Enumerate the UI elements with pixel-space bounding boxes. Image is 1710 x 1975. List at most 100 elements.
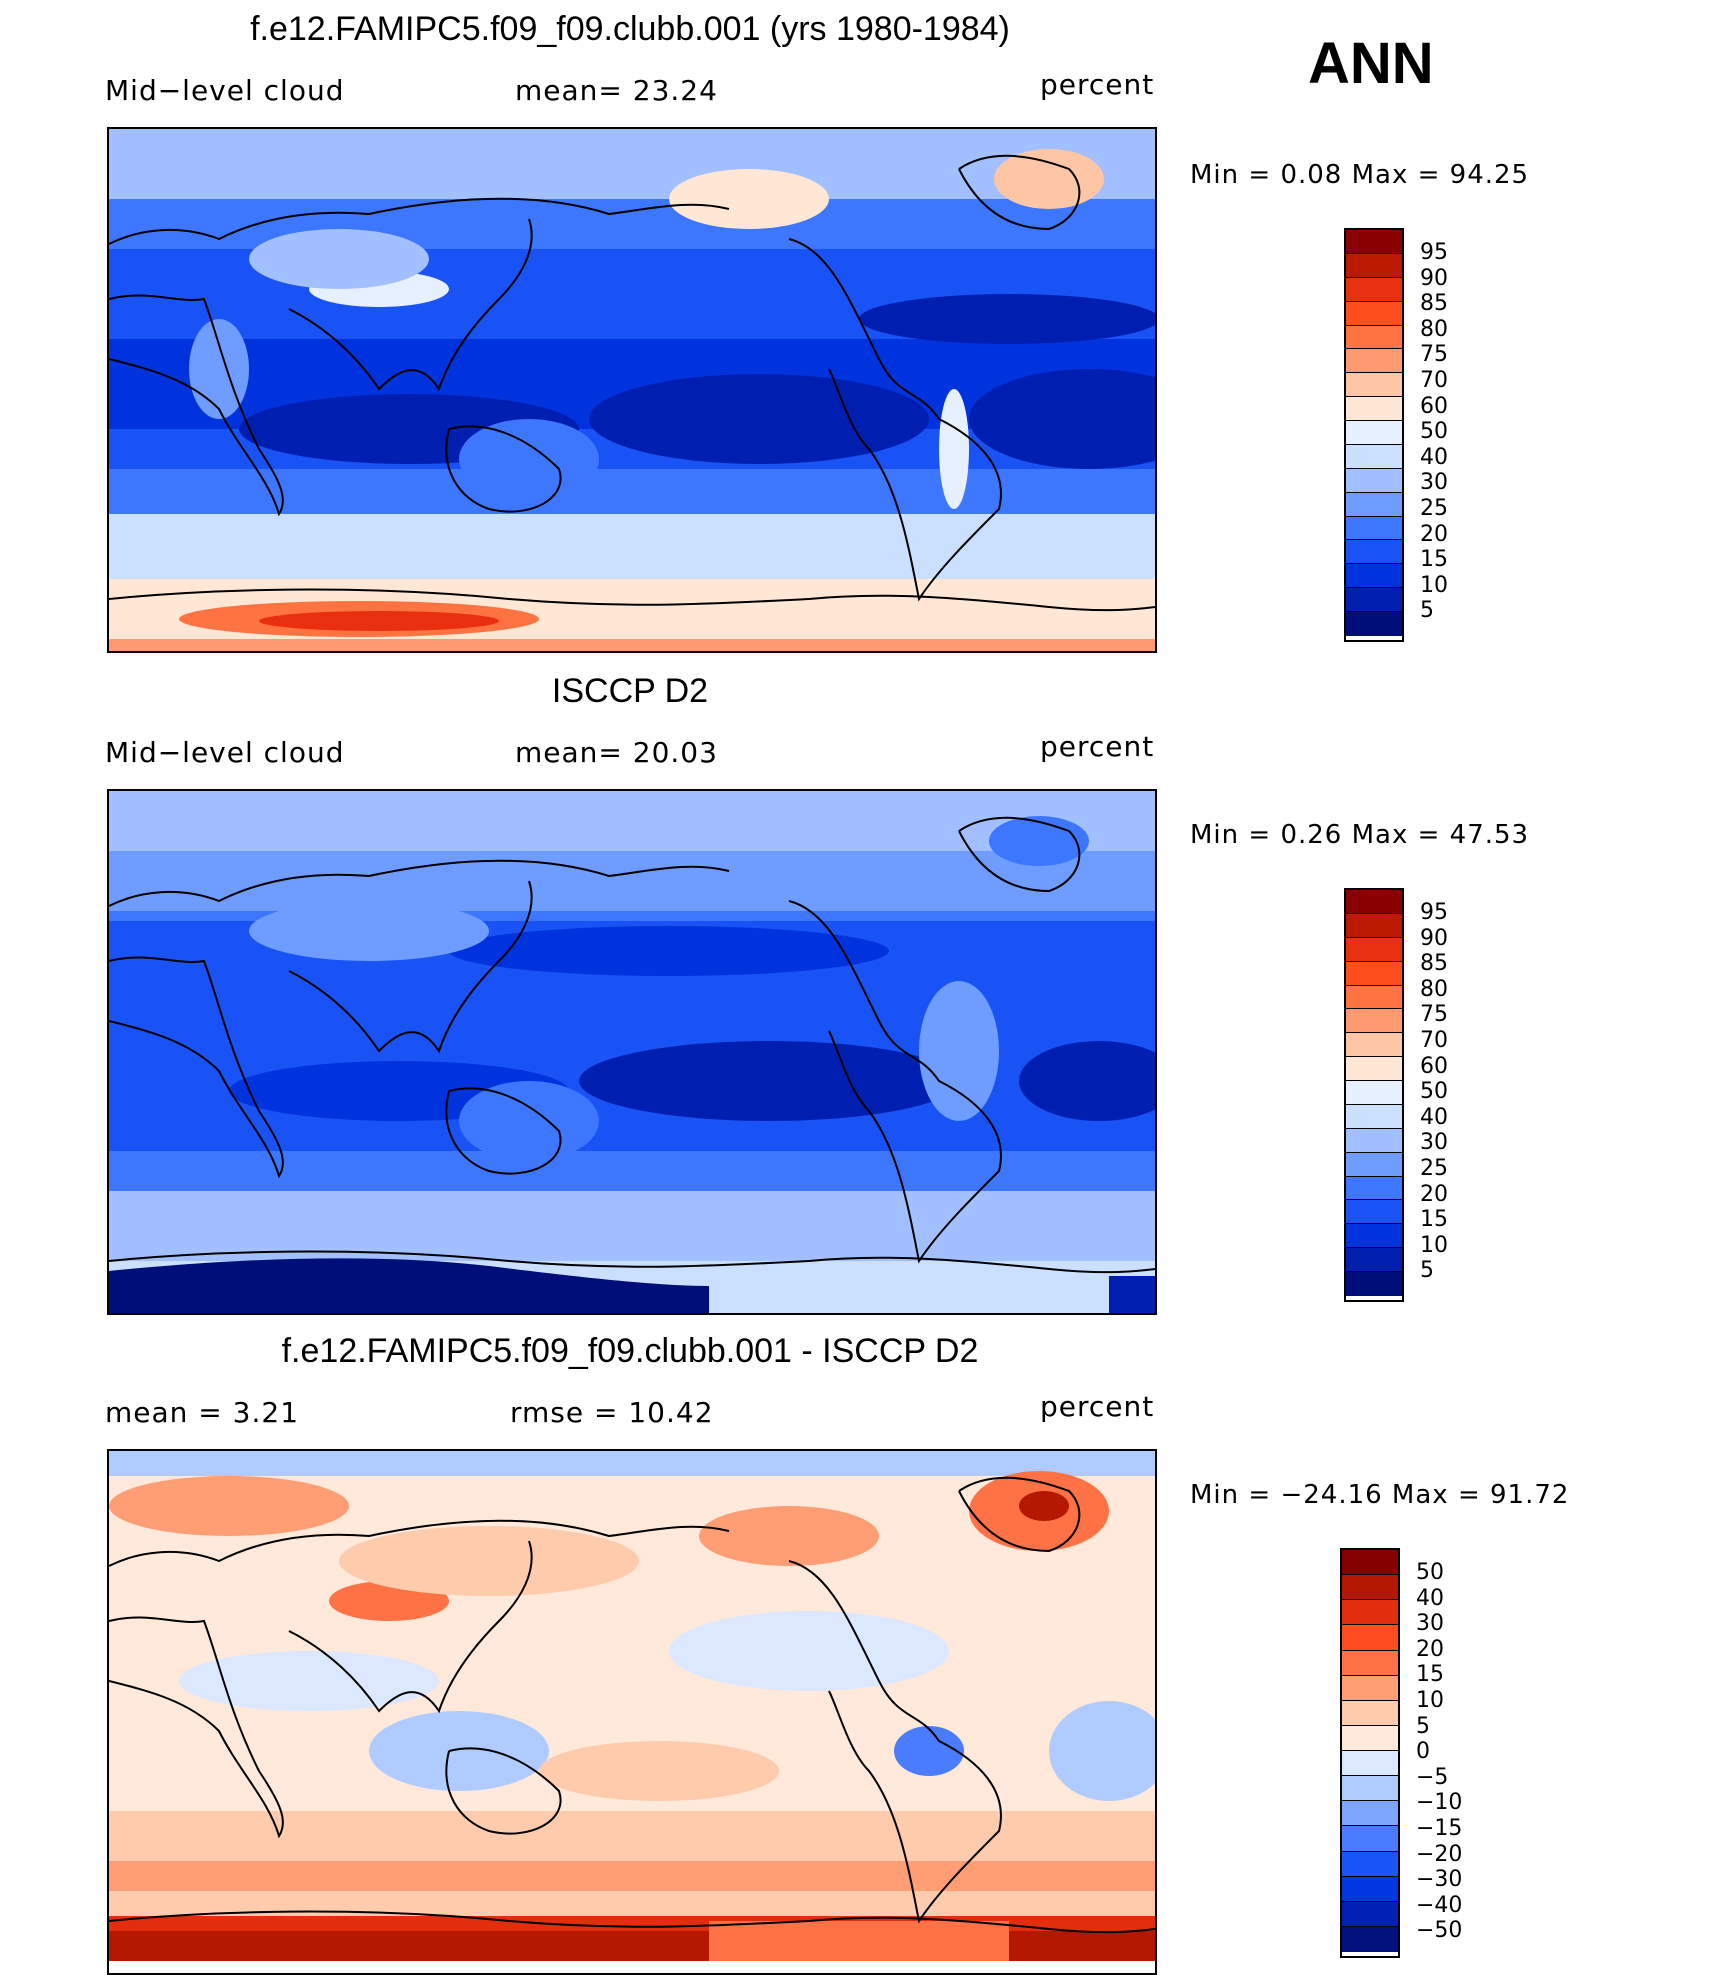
panel1-title: f.e12.FAMIPC5.f09_f09.clubb.001 (yrs 198… [250, 10, 1010, 48]
panel2-units-label: percent [1040, 730, 1155, 763]
colorbar-swatch [1346, 1081, 1402, 1105]
colorbar-swatch [1346, 1152, 1402, 1177]
colorbar-swatch [1346, 1224, 1402, 1249]
colorbar-tick-label: −50 [1416, 1918, 1463, 1944]
colorbar-swatch [1346, 1248, 1402, 1272]
colorbar-tick-label: 75 [1420, 1002, 1448, 1028]
colorbar-swatch [1346, 961, 1402, 986]
colorbar-swatch [1342, 1650, 1398, 1676]
colorbar-tick-label: 0 [1416, 1739, 1430, 1765]
colorbar-tick-label: 50 [1416, 1560, 1444, 1585]
colorbar-tick-label: 30 [1420, 470, 1448, 496]
colorbar-tick-label: 60 [1420, 1053, 1448, 1079]
panel3-minmax-label: Min = −24.16 Max = 91.72 [1190, 1480, 1570, 1510]
colorbar-swatch [1346, 985, 1402, 1010]
colorbar-tick-label: 85 [1420, 291, 1448, 317]
colorbar-swatch [1346, 421, 1402, 445]
colorbar-tick-label: 50 [1420, 419, 1448, 445]
colorbar-swatch [1346, 1128, 1402, 1153]
colorbar-swatch [1342, 1725, 1398, 1751]
colorbar-swatch [1342, 1876, 1398, 1902]
colorbar-tick-label: 25 [1420, 496, 1448, 521]
colorbar-tick-label: −5 [1416, 1764, 1449, 1790]
colorbar-swatch [1346, 349, 1402, 374]
colorbar-swatch [1342, 1776, 1398, 1802]
colorbar-swatch [1346, 588, 1402, 612]
colorbar-swatch [1346, 325, 1402, 350]
colorbar-swatch [1346, 1176, 1402, 1201]
colorbar-swatch [1342, 1901, 1398, 1927]
colorbar-swatch [1342, 1550, 1398, 1576]
panel2-minmax-label: Min = 0.26 Max = 47.53 [1190, 820, 1530, 850]
colorbar-swatch [1346, 230, 1402, 254]
panel2-variable-label: Mid−level cloud [105, 736, 345, 769]
colorbar-swatch [1346, 612, 1402, 636]
panel2-map [107, 789, 1157, 1315]
panel3-title: f.e12.FAMIPC5.f09_f09.clubb.001 - ISCCP … [281, 1332, 979, 1370]
colorbar-swatch [1346, 492, 1402, 517]
panel3-rmse-label: rmse = 10.42 [510, 1396, 714, 1429]
colorbar-swatch [1342, 1751, 1398, 1777]
colorbar-swatch [1346, 397, 1402, 421]
panel1-map [107, 127, 1157, 653]
colorbar-tick-label: −15 [1416, 1816, 1463, 1841]
colorbar-tick-label: 60 [1420, 393, 1448, 419]
colorbar-swatch [1346, 1009, 1402, 1034]
colorbar-tick-label: −40 [1416, 1892, 1463, 1918]
colorbar-swatch [1346, 1104, 1402, 1129]
panel3-mean-label: mean = 3.21 [105, 1396, 300, 1429]
colorbar-swatch [1342, 1675, 1398, 1701]
colorbar-tick-label: 75 [1420, 342, 1448, 368]
colorbar-swatch [1342, 1851, 1398, 1877]
colorbar-tick-label: 15 [1420, 1207, 1448, 1233]
colorbar-swatch [1346, 540, 1402, 565]
panel1-colorbar [1344, 228, 1404, 642]
colorbar-tick-label: 15 [1420, 547, 1448, 573]
colorbar-tick-label: 70 [1420, 1028, 1448, 1053]
colorbar-swatch [1346, 253, 1402, 278]
colorbar-tick-label: 40 [1416, 1585, 1444, 1611]
panel1-units-label: percent [1040, 68, 1155, 101]
colorbar-swatch [1342, 1700, 1398, 1726]
colorbar-swatch [1346, 444, 1402, 469]
colorbar-tick-label: 10 [1420, 572, 1448, 598]
colorbar-swatch [1346, 301, 1402, 326]
colorbar-swatch [1342, 1600, 1398, 1626]
season-label: ANN [1308, 31, 1434, 96]
colorbar-tick-label: 50 [1420, 1079, 1448, 1105]
colorbar-tick-label: 20 [1416, 1636, 1444, 1662]
panel2-colorbar [1344, 888, 1404, 1302]
colorbar-tick-label: 10 [1416, 1688, 1444, 1713]
colorbar-swatch [1346, 468, 1402, 493]
colorbar-tick-label: 30 [1420, 1130, 1448, 1156]
panel3-map [107, 1449, 1157, 1975]
colorbar-swatch [1346, 516, 1402, 541]
colorbar-tick-label: 95 [1420, 900, 1448, 925]
panel2-title: ISCCP D2 [551, 672, 709, 710]
colorbar-swatch [1346, 564, 1402, 589]
panel3-units-label: percent [1040, 1390, 1155, 1423]
colorbar-swatch [1346, 913, 1402, 938]
colorbar-tick-label: 70 [1420, 368, 1448, 393]
colorbar-tick-label: 80 [1420, 976, 1448, 1002]
colorbar-tick-label: 40 [1420, 1104, 1448, 1130]
colorbar-swatch [1346, 937, 1402, 962]
colorbar-tick-label: 10 [1420, 1232, 1448, 1258]
colorbar-swatch [1346, 1200, 1402, 1225]
colorbar-tick-label: 40 [1420, 444, 1448, 470]
colorbar-tick-label: 20 [1420, 521, 1448, 547]
colorbar-tick-label: 90 [1420, 265, 1448, 291]
colorbar-tick-label: 30 [1416, 1611, 1444, 1637]
colorbar-tick-label: 85 [1420, 951, 1448, 977]
colorbar-tick-label: 90 [1420, 925, 1448, 951]
colorbar-swatch [1346, 890, 1402, 914]
colorbar-tick-label: 15 [1416, 1662, 1444, 1688]
colorbar-swatch [1346, 277, 1402, 302]
colorbar-swatch [1342, 1801, 1398, 1827]
panel1-variable-label: Mid−level cloud [105, 74, 345, 107]
colorbar-swatch [1346, 1057, 1402, 1081]
colorbar-tick-label: 5 [1420, 1258, 1434, 1284]
colorbar-tick-label: 20 [1420, 1181, 1448, 1207]
colorbar-tick-label: −20 [1416, 1841, 1463, 1867]
colorbar-swatch [1342, 1926, 1398, 1952]
